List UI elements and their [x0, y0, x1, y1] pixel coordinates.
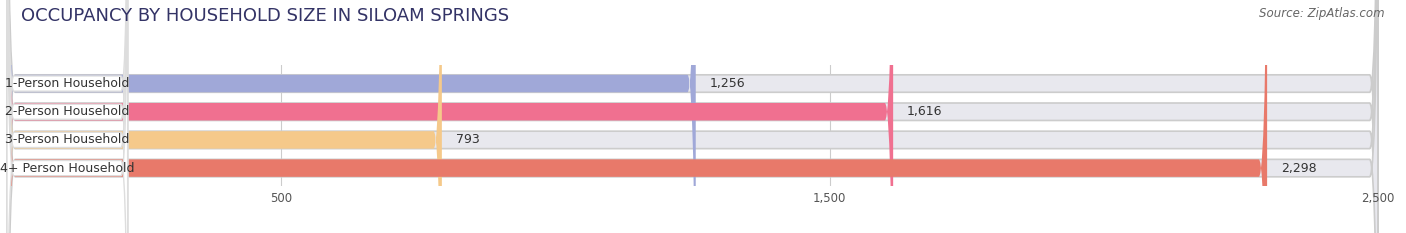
- FancyBboxPatch shape: [7, 0, 128, 233]
- Text: 1,256: 1,256: [710, 77, 745, 90]
- Text: 2-Person Household: 2-Person Household: [6, 105, 129, 118]
- FancyBboxPatch shape: [7, 0, 128, 233]
- FancyBboxPatch shape: [7, 0, 1378, 233]
- Text: OCCUPANCY BY HOUSEHOLD SIZE IN SILOAM SPRINGS: OCCUPANCY BY HOUSEHOLD SIZE IN SILOAM SP…: [21, 7, 509, 25]
- FancyBboxPatch shape: [7, 0, 1267, 233]
- FancyBboxPatch shape: [7, 0, 128, 233]
- FancyBboxPatch shape: [7, 0, 696, 233]
- Text: 1,616: 1,616: [907, 105, 942, 118]
- Text: Source: ZipAtlas.com: Source: ZipAtlas.com: [1260, 7, 1385, 20]
- Text: 4+ Person Household: 4+ Person Household: [0, 161, 135, 175]
- FancyBboxPatch shape: [7, 0, 1378, 233]
- Text: 793: 793: [456, 134, 479, 146]
- FancyBboxPatch shape: [7, 0, 128, 233]
- FancyBboxPatch shape: [7, 0, 1378, 233]
- Text: 2,298: 2,298: [1281, 161, 1316, 175]
- FancyBboxPatch shape: [7, 0, 1378, 233]
- FancyBboxPatch shape: [7, 0, 893, 233]
- Text: 1-Person Household: 1-Person Household: [6, 77, 129, 90]
- FancyBboxPatch shape: [7, 0, 441, 233]
- Text: 3-Person Household: 3-Person Household: [6, 134, 129, 146]
